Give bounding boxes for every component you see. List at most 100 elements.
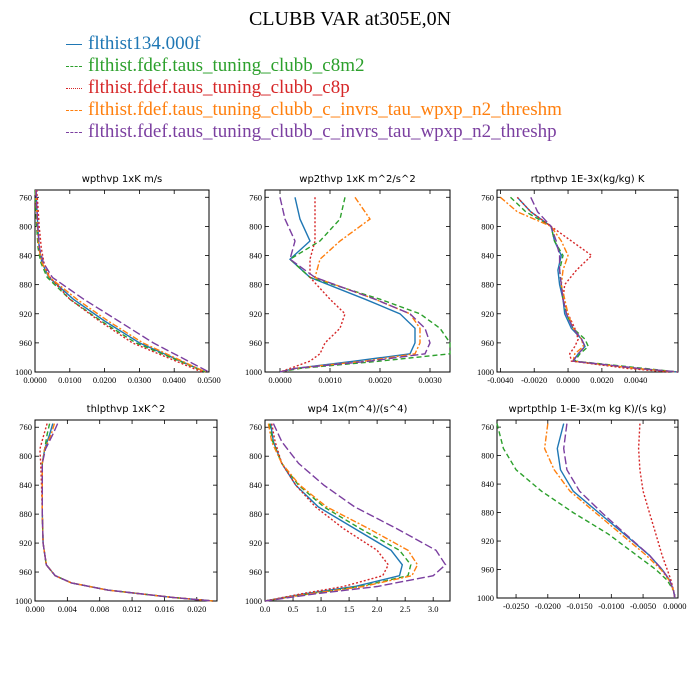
y-tick-label: 760 [249, 422, 262, 432]
legend-swatch [66, 43, 82, 45]
x-tick-label: 1.0 [316, 604, 327, 614]
y-tick-label: 800 [481, 451, 494, 461]
x-tick-label: 0.0000 [663, 601, 686, 611]
x-tick-label: -0.0150 [566, 601, 592, 611]
x-tick-label: 0.0020 [590, 375, 613, 385]
x-tick-label: 0.0000 [268, 375, 291, 385]
y-tick-label: 960 [481, 565, 494, 575]
series-line [562, 423, 676, 599]
x-tick-label: 2.0 [372, 604, 383, 614]
x-tick-label: -0.0040 [487, 375, 513, 385]
x-tick-label: 0.012 [123, 604, 142, 614]
x-tick-label: 0.0000 [556, 375, 579, 385]
y-tick-label: 880 [481, 508, 494, 518]
series-line [41, 423, 214, 602]
legend-entry: flthist.fdef.taus_tuning_clubb_c_invrs_t… [66, 121, 562, 143]
series-line [530, 197, 679, 373]
legend-swatch [66, 87, 82, 89]
y-tick-label: 960 [19, 338, 32, 348]
legend-entry: flthist134.000f [66, 33, 562, 55]
x-tick-label: 0.004 [58, 604, 78, 614]
y-tick-label: 840 [249, 251, 262, 261]
x-tick-label: 0.0 [260, 604, 271, 614]
legend-label: flthist.fdef.taus_tuning_clubb_c_invrs_t… [88, 99, 562, 120]
y-tick-label: 960 [481, 338, 494, 348]
y-tick-label: 840 [481, 251, 494, 261]
x-tick-label: 0.0010 [318, 375, 341, 385]
y-tick-label: 880 [249, 280, 262, 290]
y-tick-label: 960 [19, 567, 32, 577]
x-tick-label: 1.5 [344, 604, 355, 614]
legend-swatch [66, 131, 82, 133]
y-tick-label: 840 [19, 251, 32, 261]
series-line [279, 197, 416, 373]
plot-frame [264, 419, 451, 602]
legend-label: flthist.fdef.taus_tuning_clubb_c8p [88, 77, 350, 98]
panel-title: wpthvp 1xK m/s [82, 174, 163, 185]
x-tick-label: 0.0200 [93, 375, 116, 385]
y-tick-label: 880 [19, 509, 32, 519]
y-tick-label: 1000 [245, 367, 262, 377]
legend-swatch [66, 65, 82, 67]
x-tick-label: 0.0000 [23, 375, 46, 385]
panel-title: rtpthvp 1E-3x(kg/kg) K [531, 174, 645, 185]
series-line [516, 196, 670, 373]
legend-label: flthist.fdef.taus_tuning_clubb_c8m2 [88, 55, 365, 76]
series-line [35, 189, 206, 373]
y-tick-label: 960 [249, 567, 262, 577]
plot-frame [496, 189, 679, 373]
series-line [41, 423, 214, 602]
legend-label: flthist134.000f [88, 33, 201, 54]
y-tick-label: 800 [481, 221, 494, 231]
series-line [39, 423, 214, 602]
plot-frame [264, 189, 451, 373]
series-line [637, 423, 676, 599]
y-tick-label: 800 [19, 451, 32, 461]
series-line [264, 423, 419, 602]
legend-entry: flthist.fdef.taus_tuning_clubb_c8p [66, 77, 562, 99]
y-tick-label: 920 [19, 309, 32, 319]
panel-title: wprtpthlp 1-E-3x(m kg K)/(s kg) [509, 404, 667, 415]
y-tick-label: 800 [19, 221, 32, 231]
x-tick-label: 0.5 [288, 604, 299, 614]
series-line [35, 189, 210, 373]
x-tick-label: 0.0040 [624, 375, 647, 385]
x-tick-label: 0.016 [155, 604, 174, 614]
y-tick-label: 920 [249, 309, 262, 319]
y-tick-label: 760 [249, 192, 262, 202]
panel-title: wp4 1x(m^4)/(s^4) [308, 404, 408, 415]
y-tick-label: 840 [19, 480, 32, 490]
x-tick-label: 0.0300 [128, 375, 151, 385]
series-line [35, 189, 206, 373]
y-tick-label: 1000 [245, 596, 262, 606]
legend-entry: flthist.fdef.taus_tuning_clubb_c8m2 [66, 55, 562, 77]
y-tick-label: 1000 [477, 593, 494, 603]
panel-title: thlpthvp 1xK^2 [87, 404, 166, 415]
x-tick-label: 0.000 [25, 604, 44, 614]
plot-frame [34, 419, 218, 602]
x-tick-label: -0.0200 [535, 601, 561, 611]
y-tick-label: 1000 [477, 367, 494, 377]
x-tick-label: 0.0030 [418, 375, 441, 385]
legend: flthist134.000f flthist.fdef.taus_tuning… [66, 33, 562, 143]
x-tick-label: -0.0100 [598, 601, 624, 611]
y-tick-label: 840 [249, 480, 262, 490]
y-tick-label: 760 [19, 422, 32, 432]
y-tick-label: 920 [481, 536, 494, 546]
series-line [279, 196, 421, 373]
y-tick-label: 840 [481, 479, 494, 489]
x-tick-label: 0.0400 [163, 375, 186, 385]
y-tick-label: 800 [249, 451, 262, 461]
y-tick-label: 880 [481, 280, 494, 290]
series-line [279, 197, 451, 373]
series-line [36, 189, 203, 373]
x-tick-label: -0.0250 [503, 601, 529, 611]
y-tick-label: 880 [19, 280, 32, 290]
x-tick-label: 0.0100 [58, 375, 81, 385]
y-tick-label: 760 [19, 192, 32, 202]
legend-entry: flthist.fdef.taus_tuning_clubb_c_invrs_t… [66, 99, 562, 121]
y-tick-label: 920 [19, 538, 32, 548]
figure-title: CLUBB VAR at305E,0N [248, 8, 452, 30]
y-tick-label: 960 [249, 338, 262, 348]
